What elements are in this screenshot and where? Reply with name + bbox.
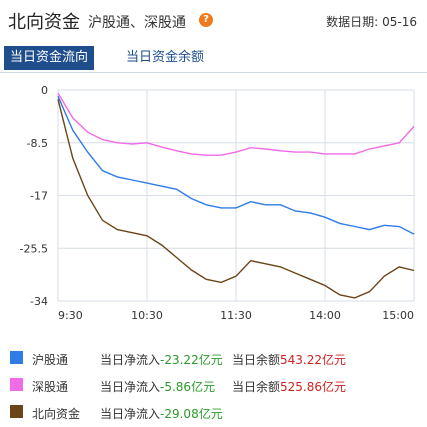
date-label: 数据日期: bbox=[326, 15, 379, 29]
page-title: 北向资金 bbox=[8, 12, 80, 33]
y-tick-label: -17 bbox=[30, 190, 48, 203]
balance-label: 当日余额 bbox=[232, 380, 281, 394]
flow-value: -5.86亿元 bbox=[160, 380, 216, 394]
legend-balance-sz: 当日余额525.86亿元 bbox=[232, 378, 346, 395]
y-tick-label: -8.5 bbox=[27, 137, 48, 150]
legend-name-sh: 沪股通 bbox=[32, 353, 69, 367]
series-sh-line bbox=[57, 95, 415, 235]
flow-value: -23.22亿元 bbox=[160, 353, 223, 367]
legend-flow-sz: 当日净流入-5.86亿元 bbox=[100, 378, 215, 395]
legend-flow-north: 当日净流入-29.08亿元 bbox=[100, 405, 223, 422]
flow-label: 当日净流入 bbox=[100, 380, 161, 394]
x-tick-label: 11:30 bbox=[220, 309, 252, 322]
legend-name-sz: 深股通 bbox=[32, 380, 69, 394]
tab-bar: 当日资金流向 当日资金余额 bbox=[0, 46, 427, 73]
balance-label: 当日余额 bbox=[232, 353, 281, 367]
series-sz-line bbox=[57, 92, 415, 156]
y-tick-label: -25.5 bbox=[20, 242, 48, 255]
x-tick-label: 9:30 bbox=[58, 309, 83, 322]
series-north-line bbox=[57, 99, 415, 299]
legend-balance-sh: 当日余额543.22亿元 bbox=[232, 351, 346, 368]
legend-row-sh: 沪股通 当日净流入-23.22亿元 当日余额543.22亿元 bbox=[0, 346, 427, 370]
chart-grid bbox=[57, 89, 415, 302]
chart-series bbox=[57, 92, 415, 299]
y-axis: 0 -8.5 -17 -25.5 -34 bbox=[20, 84, 48, 308]
legend-swatch-sz bbox=[10, 378, 23, 391]
y-tick-label: -34 bbox=[30, 295, 48, 308]
line-chart: 0 -8.5 -17 -25.5 -34 9:30 10:30 11:30 14:00 15:0… bbox=[20, 84, 415, 322]
balance-value: 525.86亿元 bbox=[280, 380, 347, 394]
legend-row-sz: 深股通 当日净流入-5.86亿元 当日余额525.86亿元 bbox=[0, 373, 427, 397]
x-tick-label: 15:00 bbox=[382, 309, 414, 322]
x-tick-label: 14:00 bbox=[309, 309, 341, 322]
tab-daily-flow[interactable]: 当日资金流向 bbox=[4, 46, 95, 70]
legend-swatch-sh bbox=[10, 351, 23, 364]
legend-swatch-north bbox=[10, 405, 23, 418]
flow-value: -29.08亿元 bbox=[160, 407, 223, 421]
page-subtitle: 沪股通、深股通 bbox=[88, 15, 186, 31]
tab-daily-balance[interactable]: 当日资金余额 bbox=[126, 50, 205, 65]
help-icon[interactable]: ? bbox=[199, 13, 213, 27]
flow-label: 当日净流入 bbox=[100, 353, 161, 367]
x-tick-label: 10:30 bbox=[131, 309, 163, 322]
legend-name-north: 北向资金 bbox=[32, 407, 81, 421]
header: 北向资金 沪股通、深股通 ? 数据日期: 05-16 bbox=[0, 0, 427, 40]
flow-label: 当日净流入 bbox=[100, 407, 161, 421]
date-value: 05-16 bbox=[382, 15, 417, 29]
balance-value: 543.22亿元 bbox=[280, 353, 347, 367]
y-tick-label: 0 bbox=[41, 84, 48, 97]
legend-flow-sh: 当日净流入-23.22亿元 bbox=[100, 351, 223, 368]
legend-row-north: 北向资金 当日净流入-29.08亿元 bbox=[0, 400, 427, 424]
data-date: 数据日期: 05-16 bbox=[326, 13, 417, 30]
x-axis: 9:30 10:30 11:30 14:00 15:00 bbox=[58, 309, 414, 322]
